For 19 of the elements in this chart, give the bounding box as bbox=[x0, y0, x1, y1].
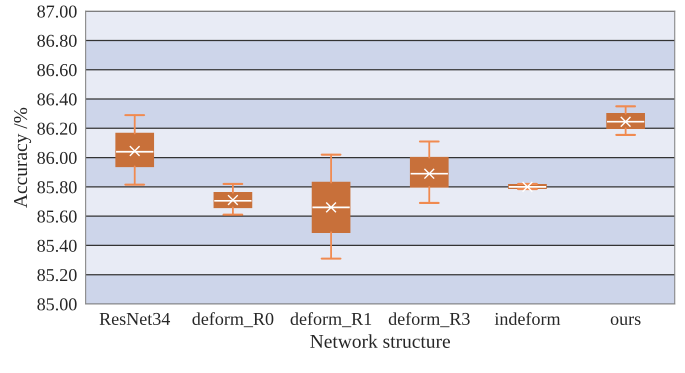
x-axis-title: Network structure bbox=[310, 334, 450, 348]
x-tick-label: deform_R1 bbox=[290, 312, 372, 328]
y-tick-label: 86.60 bbox=[37, 64, 77, 76]
y-tick-label: 85.80 bbox=[37, 181, 77, 194]
y-tick-label: 87.00 bbox=[37, 5, 77, 18]
x-tick-label: ours bbox=[610, 316, 641, 326]
x-tick-label: indeform bbox=[494, 312, 560, 326]
x-tick-label: deform_R3 bbox=[388, 312, 470, 328]
y-tick-label: 86.00 bbox=[37, 152, 77, 164]
y-tick-label: 85.00 bbox=[37, 298, 77, 311]
y-tick-label: 86.80 bbox=[37, 34, 77, 47]
x-tick-label: deform_R0 bbox=[192, 312, 274, 328]
x-tick-label: ResNet34 bbox=[100, 312, 170, 326]
y-tick-label: 85.20 bbox=[37, 268, 77, 282]
y-tick-label: 86.40 bbox=[37, 93, 77, 106]
y-tick-label: 86.20 bbox=[37, 122, 77, 135]
y-axis-title: Accuracy /% bbox=[14, 108, 32, 208]
y-tick-label: 85.60 bbox=[37, 210, 77, 223]
y-tick-label: 85.40 bbox=[37, 240, 77, 252]
